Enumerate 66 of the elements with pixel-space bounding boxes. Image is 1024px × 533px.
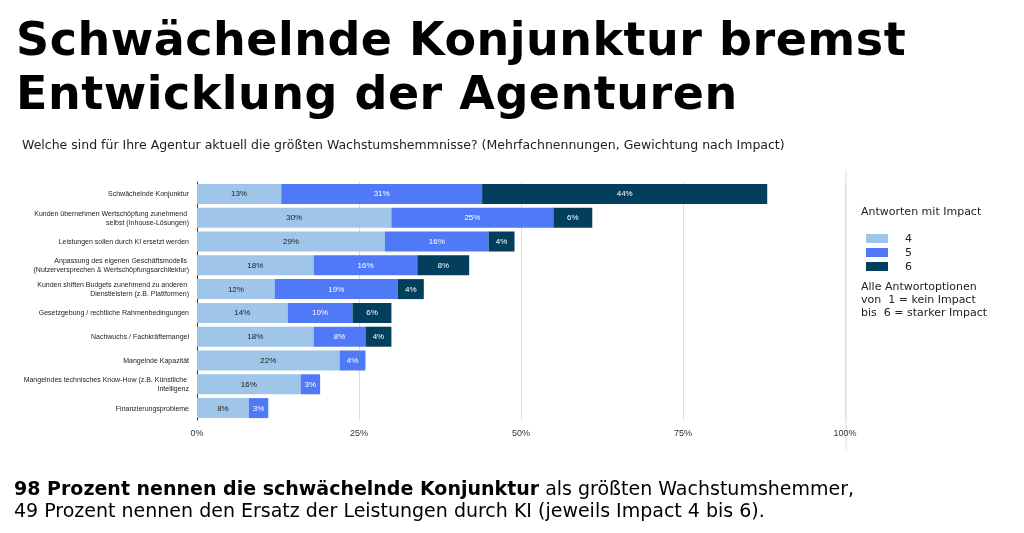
bar bbox=[197, 255, 314, 276]
bar bbox=[197, 374, 301, 395]
legend-label: 4 bbox=[905, 232, 912, 245]
bar bbox=[197, 231, 385, 252]
data-label: 4% bbox=[405, 284, 417, 294]
data-label: 19% bbox=[328, 284, 345, 294]
text: als größten Wachstumshemmer, bbox=[545, 477, 855, 499]
legend-title: Antworten mit Impact bbox=[861, 205, 982, 218]
bar bbox=[417, 255, 470, 276]
data-label: 6% bbox=[366, 308, 378, 318]
text: 98 Prozent nennen die schwächelnde Konjunktur bbox=[14, 477, 540, 499]
data-label: 3% bbox=[252, 403, 265, 413]
data-label: 10% bbox=[312, 308, 329, 318]
chart-title: Schwächelnde Konjunktur bremst Entwicklung der Agenturen bbox=[16, 12, 908, 120]
data-label: 30% bbox=[286, 213, 303, 223]
data-label: 12% bbox=[227, 284, 244, 294]
data-label: 18% bbox=[247, 260, 264, 270]
x-tick-label: 0% bbox=[190, 427, 204, 438]
bar bbox=[391, 207, 554, 228]
data-label: 8% bbox=[437, 260, 450, 270]
data-label: 22% bbox=[260, 356, 277, 365]
text: 49 Prozent nennen den Ersatz der Leistungen durch KI (jeweils Impact 4 bis 6). bbox=[14, 499, 765, 521]
bar bbox=[197, 279, 275, 300]
x-tick-label: 25% bbox=[349, 427, 369, 438]
x-tick-label: 100% bbox=[833, 427, 857, 438]
bar bbox=[197, 326, 314, 347]
bar bbox=[488, 231, 515, 252]
data-label: 29% bbox=[282, 237, 299, 246]
bar bbox=[197, 183, 282, 204]
data-label: 44% bbox=[616, 189, 633, 199]
bar bbox=[287, 302, 353, 323]
legend-label: 6 bbox=[905, 260, 912, 273]
x-tick-label: 50% bbox=[511, 427, 531, 438]
bar bbox=[384, 231, 489, 252]
bar bbox=[274, 279, 398, 300]
bar bbox=[313, 326, 366, 347]
legend-label: 5 bbox=[905, 246, 912, 259]
bar bbox=[397, 279, 424, 300]
data-label: 18% bbox=[247, 332, 264, 342]
x-tick-label: 75% bbox=[673, 427, 693, 438]
bar bbox=[197, 302, 288, 323]
text: Alle Antwortoptionen von 1 = kein Impact bis 6 = starker Impact bbox=[861, 280, 988, 319]
bar bbox=[352, 302, 392, 323]
chart-subtitle: Welche sind für Ihre Agentur aktuell die größten Wachstumshemmnisse? (Mehrfachnennungen, Gewichtung nach Impact) bbox=[22, 137, 785, 152]
data-label: 16% bbox=[428, 237, 445, 246]
data-label: 13% bbox=[231, 189, 248, 199]
data-label: 4% bbox=[495, 237, 508, 246]
bar bbox=[482, 183, 768, 204]
data-label: 3% bbox=[304, 379, 317, 389]
bar bbox=[553, 207, 593, 228]
data-label: 8% bbox=[217, 403, 229, 413]
bar bbox=[365, 326, 392, 347]
data-label: 4% bbox=[372, 332, 385, 342]
data-label: 6% bbox=[567, 213, 579, 223]
data-label: 8% bbox=[333, 332, 346, 342]
bar bbox=[197, 350, 340, 371]
data-label: 25% bbox=[464, 213, 481, 223]
bar bbox=[197, 398, 249, 419]
bar bbox=[313, 255, 418, 276]
data-label: 16% bbox=[240, 379, 257, 389]
data-label: 14% bbox=[234, 308, 251, 318]
bar bbox=[281, 183, 483, 204]
data-label: 4% bbox=[346, 356, 359, 365]
data-label: 16% bbox=[357, 260, 374, 270]
data-label: 31% bbox=[373, 189, 390, 199]
bar bbox=[197, 207, 392, 228]
